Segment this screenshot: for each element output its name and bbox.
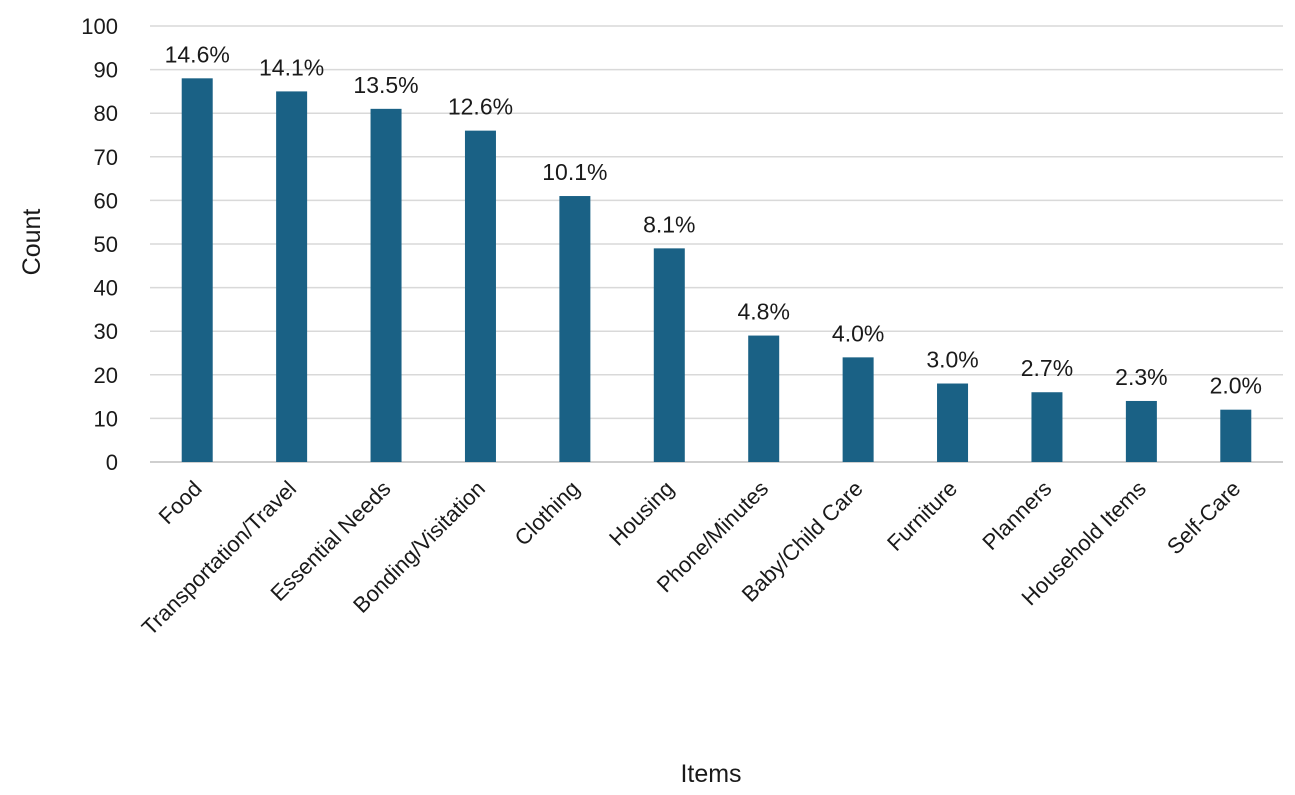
bar	[937, 383, 969, 462]
bar	[748, 335, 780, 462]
data-label: 13.5%	[353, 72, 418, 98]
bar	[1031, 392, 1063, 462]
y-tick-label: 20	[94, 363, 118, 388]
bar	[653, 248, 685, 462]
bar	[559, 196, 591, 463]
data-label: 4.8%	[737, 299, 789, 325]
data-label: 2.3%	[1115, 364, 1167, 390]
x-tick-label: Food	[154, 476, 207, 529]
x-tick-label: Self-Care	[1162, 476, 1245, 559]
x-tick-label: Transportation/Travel	[137, 476, 301, 640]
data-label: 3.0%	[926, 347, 978, 373]
data-label: 14.1%	[259, 54, 324, 80]
y-tick-label: 40	[94, 276, 118, 301]
bar	[181, 78, 213, 462]
y-tick-label: 80	[94, 101, 118, 126]
y-axis-ticks: 0 10 20 30 40 50 60 70 80 90 100	[81, 14, 118, 475]
bar	[1220, 409, 1252, 462]
data-label: 14.6%	[165, 41, 230, 67]
x-tick-label: Furniture	[882, 476, 962, 556]
data-label: 12.6%	[448, 94, 513, 120]
gridlines	[150, 25, 1283, 463]
bar	[464, 130, 496, 462]
data-label: 2.7%	[1021, 355, 1073, 381]
x-tick-label: Housing	[604, 476, 679, 551]
y-tick-label: 30	[94, 319, 118, 344]
x-tick-label: Planners	[977, 476, 1056, 555]
y-axis-title: Count	[18, 209, 46, 276]
y-tick-label: 60	[94, 188, 118, 213]
bar	[842, 357, 874, 462]
y-tick-label: 90	[94, 58, 118, 83]
bars	[181, 78, 1252, 463]
data-label: 8.1%	[643, 211, 695, 237]
x-tick-label: Clothing	[510, 476, 585, 551]
data-label: 10.1%	[542, 159, 607, 185]
data-label: 2.0%	[1210, 373, 1262, 399]
y-tick-label: 10	[94, 406, 118, 431]
data-labels: 14.6% 14.1% 13.5% 12.6% 10.1% 8.1% 4.8% 4.0% 3.0…	[165, 41, 1262, 398]
y-tick-label: 0	[106, 450, 118, 475]
data-label: 4.0%	[832, 320, 884, 346]
y-tick-label: 100	[81, 14, 118, 39]
bar	[1125, 400, 1157, 462]
bar	[370, 108, 402, 462]
bar	[276, 91, 308, 463]
x-axis-title: Items	[680, 760, 741, 788]
y-tick-label: 50	[94, 232, 118, 257]
y-tick-label: 70	[94, 145, 118, 170]
